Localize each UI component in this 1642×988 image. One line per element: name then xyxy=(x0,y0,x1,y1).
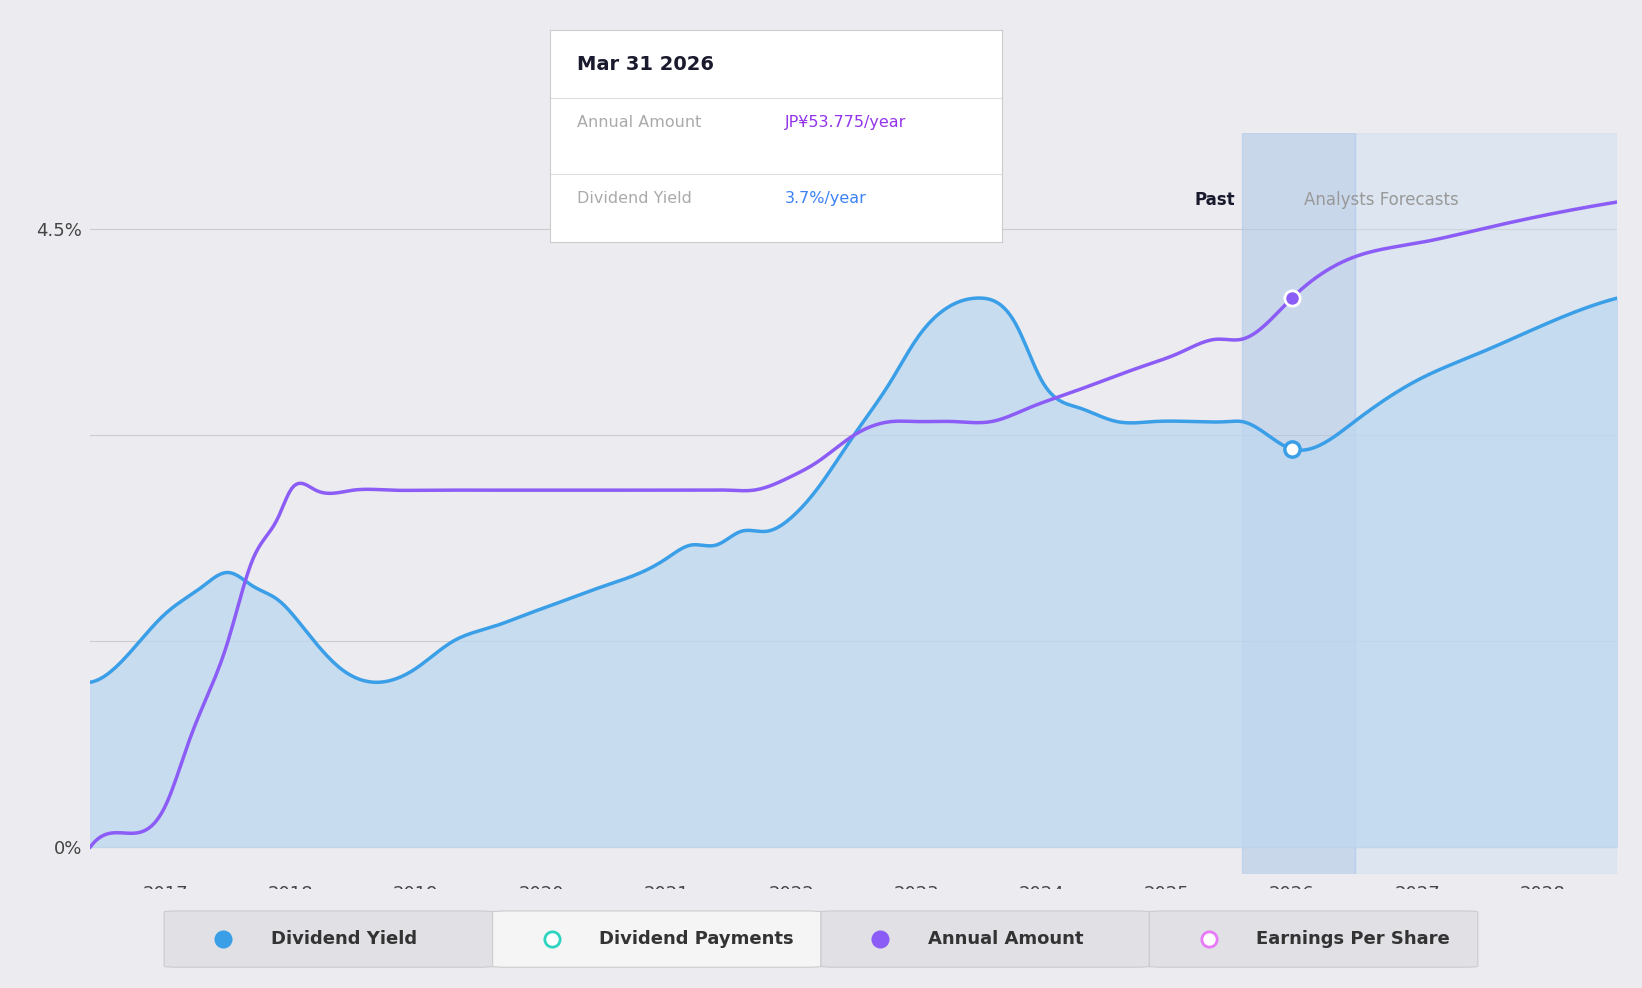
Text: Mar 31 2026: Mar 31 2026 xyxy=(578,55,714,74)
Text: 3.7%/year: 3.7%/year xyxy=(785,191,867,206)
Text: Dividend Yield: Dividend Yield xyxy=(271,930,417,948)
Text: Annual Amount: Annual Amount xyxy=(578,115,701,129)
Text: Annual Amount: Annual Amount xyxy=(928,930,1084,948)
FancyBboxPatch shape xyxy=(164,911,493,967)
Text: Dividend Payments: Dividend Payments xyxy=(599,930,795,948)
Text: Earnings Per Share: Earnings Per Share xyxy=(1256,930,1450,948)
Text: Analysts Forecasts: Analysts Forecasts xyxy=(1304,191,1460,208)
FancyBboxPatch shape xyxy=(821,911,1149,967)
Bar xyxy=(1355,133,1617,874)
Text: Dividend Yield: Dividend Yield xyxy=(578,191,691,206)
FancyBboxPatch shape xyxy=(493,911,821,967)
FancyBboxPatch shape xyxy=(1149,911,1478,967)
Bar xyxy=(1241,133,1355,874)
Text: JP¥53.775/year: JP¥53.775/year xyxy=(785,115,906,129)
Text: Past: Past xyxy=(1195,191,1236,208)
